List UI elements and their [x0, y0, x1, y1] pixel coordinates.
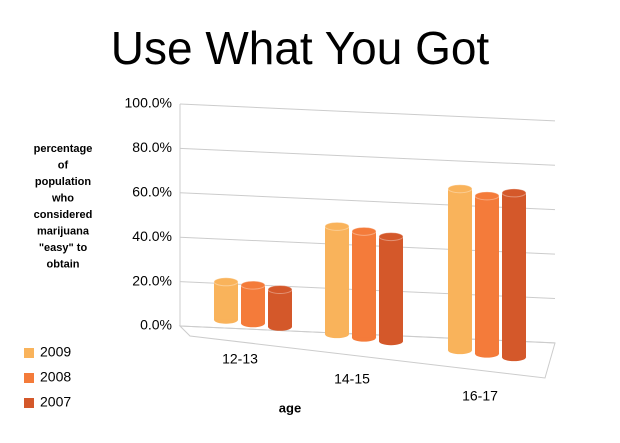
legend-label: 2009 — [40, 344, 71, 360]
bar — [501, 188, 527, 362]
y-tick-label: 40.0% — [132, 228, 172, 244]
bar — [447, 184, 473, 355]
y-tick-label: 20.0% — [132, 272, 172, 288]
x-tick-label: 14-15 — [334, 371, 370, 387]
bar-top — [378, 232, 404, 242]
y-axis-label: considered — [34, 209, 93, 221]
y-axis-label: population — [35, 176, 91, 188]
y-axis-label: "easy" to — [39, 242, 88, 254]
bar-top — [213, 277, 239, 287]
bar-body — [214, 281, 238, 320]
bar-top — [351, 226, 377, 236]
bar-top — [501, 188, 527, 198]
bar-body — [502, 192, 526, 358]
bar — [474, 191, 500, 358]
bar-top — [324, 221, 350, 231]
legend-swatch — [24, 373, 34, 383]
bar-body — [379, 236, 403, 342]
y-axis-label: percentage — [34, 143, 93, 155]
legend-label: 2008 — [40, 369, 71, 385]
bar — [240, 280, 266, 328]
bar-body — [448, 188, 472, 351]
bar-body — [268, 289, 292, 327]
x-tick-label: 16-17 — [462, 388, 498, 404]
bar-body — [325, 226, 349, 335]
bar — [378, 232, 404, 346]
legend-swatch — [24, 398, 34, 408]
x-axis-label: age — [279, 400, 301, 415]
x-tick-label: 12-13 — [222, 351, 258, 367]
bar — [267, 285, 293, 331]
y-tick-label: 0.0% — [140, 317, 172, 333]
legend-swatch — [24, 348, 34, 358]
y-tick-label: 100.0% — [125, 95, 172, 111]
legend-label: 2007 — [40, 394, 71, 410]
y-tick-label: 80.0% — [132, 139, 172, 155]
chart-title: Use What You Got — [111, 22, 490, 74]
grid-line — [179, 147, 556, 166]
bar-body — [241, 285, 265, 324]
grid-line — [179, 103, 556, 122]
y-axis-label: who — [51, 192, 74, 204]
bar-top — [240, 280, 266, 290]
bar-body — [352, 231, 376, 338]
bar — [213, 277, 239, 324]
y-axis-label: obtain — [47, 258, 80, 270]
bar-body — [475, 195, 499, 354]
y-tick-label: 60.0% — [132, 184, 172, 200]
bar — [324, 221, 350, 339]
bar — [351, 226, 377, 342]
bar-top — [474, 191, 500, 201]
bar-top — [267, 285, 293, 295]
bar-top — [447, 184, 473, 194]
y-axis-label: of — [58, 159, 69, 171]
y-axis-label: marijuana — [37, 225, 90, 237]
